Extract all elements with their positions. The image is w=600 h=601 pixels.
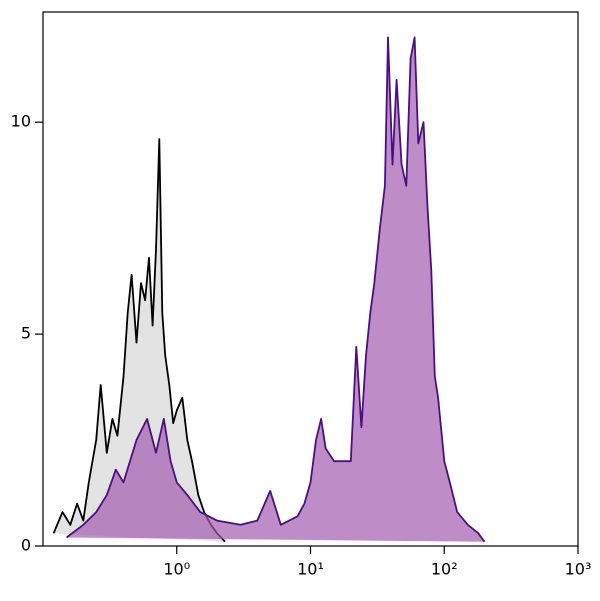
y-tick-label: 0 bbox=[21, 536, 31, 555]
histogram-area bbox=[66, 36, 486, 543]
y-tick-label: 10 bbox=[11, 112, 31, 131]
x-tick-label: 10¹ bbox=[297, 560, 324, 579]
x-tick-label: 10³ bbox=[565, 560, 592, 579]
histogram-area bbox=[52, 138, 226, 543]
y-tick-label: 5 bbox=[21, 324, 31, 343]
x-tick-label: 10² bbox=[431, 560, 458, 579]
x-tick-label: 10⁰ bbox=[163, 560, 190, 579]
